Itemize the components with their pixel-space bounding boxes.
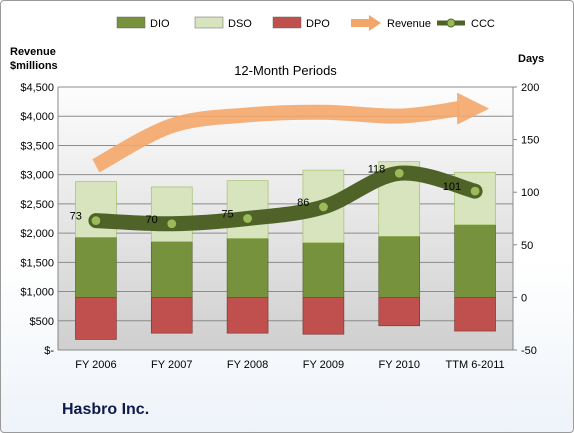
ccc-data-label: 101 xyxy=(443,181,461,193)
right-axis-title: Days xyxy=(518,53,544,65)
left-tick-label: $4,000 xyxy=(20,111,54,123)
right-tick-label: 100 xyxy=(521,187,539,199)
ccc-point xyxy=(393,167,405,179)
bar-dpo xyxy=(378,297,421,327)
left-axis-title-line2: $millions xyxy=(10,60,58,72)
category-label: FY 2009 xyxy=(303,359,344,371)
right-tick-label: 150 xyxy=(521,135,539,147)
legend-marker-dpo xyxy=(272,16,302,29)
legend-label: DPO xyxy=(306,18,330,30)
left-tick-label: $2,500 xyxy=(20,199,54,211)
ccc-point xyxy=(469,185,481,197)
bar-dio xyxy=(226,238,269,298)
ccc-point xyxy=(241,212,254,225)
bar-dio xyxy=(454,224,496,298)
bar-dpo xyxy=(454,297,496,332)
bar-dio xyxy=(378,236,421,298)
ccc-point xyxy=(317,201,330,213)
left-tick-label: $1,500 xyxy=(20,257,54,269)
right-tick-label: 0 xyxy=(521,292,527,304)
category-label: TTM 6-2011 xyxy=(446,359,505,371)
left-tick-label: $4,500 xyxy=(20,82,54,94)
bar-dso xyxy=(75,181,117,238)
left-tick-label: $3,500 xyxy=(20,140,54,152)
bar-dio xyxy=(302,242,345,298)
right-tick-label: 50 xyxy=(521,240,533,252)
ccc-point xyxy=(166,218,178,230)
revenue-arrowhead xyxy=(457,92,490,125)
legend-marker-revenue xyxy=(351,15,381,31)
left-tick-label: $1,000 xyxy=(20,287,54,299)
bar-dpo xyxy=(75,297,117,340)
bar-dpo xyxy=(302,297,345,335)
bar-dpo xyxy=(150,297,193,334)
ccc-point xyxy=(90,215,102,227)
legend-label: Revenue xyxy=(387,18,431,30)
company-name: Hasbro Inc. xyxy=(62,401,150,418)
bar-dio xyxy=(150,241,193,298)
left-tick-label: $3,000 xyxy=(20,170,54,182)
ccc-data-label: 118 xyxy=(368,163,386,175)
ccc-line xyxy=(88,165,483,232)
category-label: FY 2006 xyxy=(75,359,116,371)
bar-dio xyxy=(75,237,117,298)
legend-marker-dio xyxy=(116,16,146,29)
legend-label: DSO xyxy=(228,18,252,30)
right-tick-label: 200 xyxy=(521,82,539,94)
left-tick-label: $2,000 xyxy=(20,228,54,240)
ccc-data-label: 70 xyxy=(146,214,158,226)
legend-marker-dso xyxy=(194,16,224,29)
right-tick-label: -50 xyxy=(521,345,537,357)
bar-dso xyxy=(150,186,193,242)
left-tick-label: $500 xyxy=(30,316,54,328)
revenue-line xyxy=(92,101,461,173)
bar-dpo xyxy=(226,297,269,334)
ccc-data-label: 73 xyxy=(70,211,82,223)
ccc-data-label: 75 xyxy=(221,209,233,221)
legend-label: DIO xyxy=(150,18,170,30)
left-tick-label: $- xyxy=(44,345,54,357)
category-label: FY 2010 xyxy=(379,359,420,371)
chart-title: 12-Month Periods xyxy=(234,63,337,78)
category-label: FY 2008 xyxy=(227,359,268,371)
legend-label: CCC xyxy=(471,18,495,30)
legend-marker-ccc-point xyxy=(446,18,456,28)
ccc-data-label: 86 xyxy=(297,197,309,209)
category-label: FY 2007 xyxy=(151,359,192,371)
left-axis-title-line1: Revenue xyxy=(10,46,56,58)
